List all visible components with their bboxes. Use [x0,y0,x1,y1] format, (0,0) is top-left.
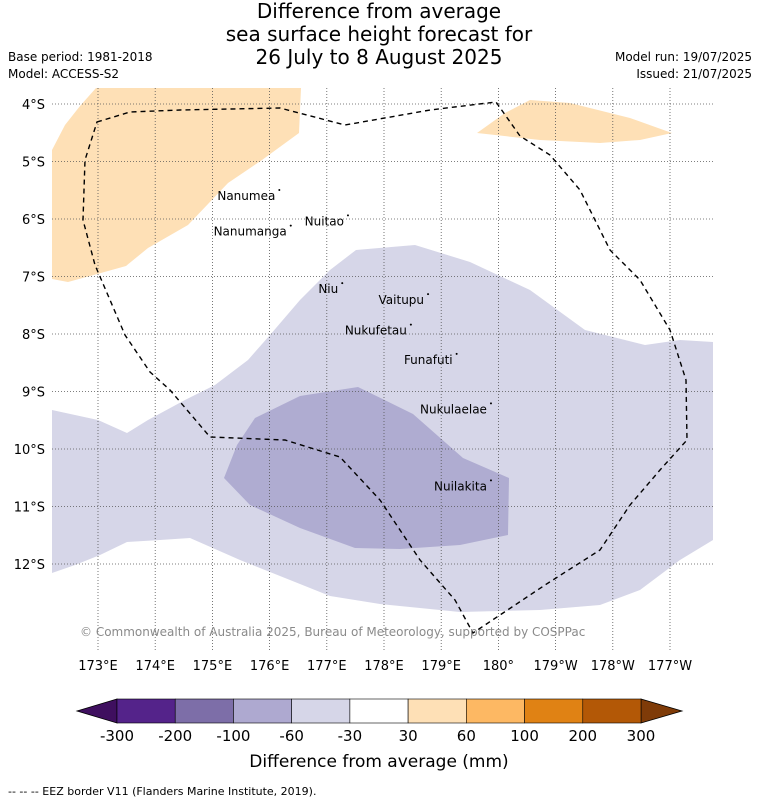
colorbar-extend-low [75,698,118,724]
colorbar-label: Difference from average (mm) [249,752,508,772]
colorbar-segment [349,698,409,724]
island-marker [278,189,281,192]
lat-label: 4°S [22,98,45,113]
colorbar-segment [582,698,642,724]
map-title: Difference from average sea surface heig… [0,0,758,69]
colorbar-segment [407,698,467,724]
eez-legend-note: -- -- -- EEZ border V11 (Flanders Marine… [8,785,317,798]
place-label: Nukufetau [345,324,407,338]
colorbar-segment [174,698,234,724]
island-marker [427,293,430,296]
place-label: Nukulaelae [420,402,487,416]
colorbar-tick-label: 100 [510,727,539,745]
copyright-text: © Commonwealth of Australia 2025, Bureau… [80,625,585,639]
lat-label: 11°S [14,501,45,516]
lon-label: 173°E [78,659,118,674]
island-marker [341,282,344,285]
lat-label: 7°S [22,271,45,286]
place-label: Nuilakita [434,479,487,493]
colorbar-segment [466,698,525,724]
lat-label: 9°S [22,386,45,401]
colorbar-tick-label: -60 [279,727,304,745]
colorbar-tick-label: 60 [457,727,476,745]
lon-label: 179°E [421,659,461,674]
issued-date: Issued: 21/07/2025 [636,67,752,81]
place-label: Vaitupu [379,293,425,307]
place-label: Nanumea [217,189,275,203]
title-line-1: Difference from average [256,0,502,23]
colorbar-segment [116,698,176,724]
colorbar-tick-label: 30 [399,727,418,745]
colorbar-tick-label: -200 [158,727,192,745]
lat-label: 5°S [22,156,45,171]
place-labels: Nanumea Nuitao Nanumanga Niu Vaitupu Nukufeta… [214,189,492,493]
lat-label: 8°S [22,328,45,343]
lon-label: 178°E [364,659,404,674]
lon-label: 179°W [534,659,578,674]
lon-label: 174°E [135,659,175,674]
island-marker [289,224,292,227]
island-marker [346,214,349,217]
fill-peach-west [52,88,301,282]
base-period: Base period: 1981-2018 [8,50,153,64]
colorbar-tick-label: 200 [568,727,597,745]
latitude-labels: 4°S 5°S 6°S 7°S 8°S 9°S 10°S 11°S 12°S [14,98,45,573]
lat-label: 12°S [14,558,45,573]
title-line-2: sea surface height forecast for [225,22,533,46]
lon-label: 176°E [250,659,290,674]
island-marker [489,402,492,405]
colorbar-extend-high [640,698,684,724]
island-marker [489,479,492,482]
colorbar-tick-label: -100 [216,727,250,745]
graticule [52,88,713,650]
colorbar-tick-label: 300 [627,727,656,745]
place-label: Nanumanga [214,225,287,239]
lon-label: 178°W [591,659,635,674]
colorbar-segment [524,698,584,724]
colorbar-segment [233,698,292,724]
lon-label: 180° [483,659,514,674]
place-label: Niu [318,282,338,296]
place-label: Funafuti [404,353,453,367]
anomaly-fills [52,88,713,612]
model-run: Model run: 19/07/2025 [614,50,752,64]
colorbar: -300 -200 -100 -60 -30 30 60 100 200 300 [75,698,684,745]
title-line-3: 26 July to 8 August 2025 [255,45,503,69]
island-marker [455,352,458,355]
meta-left: Base period: 1981-2018 Model: ACCESS-S2 [8,49,153,83]
model-name: Model: ACCESS-S2 [8,67,120,81]
fill-mid-lavender [224,387,509,549]
colorbar-tick-label: -300 [100,727,134,745]
place-label: Nuitao [305,214,344,228]
island-marker [409,323,412,326]
lat-label: 10°S [14,443,45,458]
colorbar-tick-label: -30 [338,727,363,745]
longitude-labels: 173°E 174°E 175°E 176°E 177°E 178°E 179°E 180° 1… [78,659,692,674]
fill-peach-east [477,100,672,143]
colorbar-segment [291,698,351,724]
lon-label: 177°W [648,659,692,674]
meta-right: Model run: 19/07/2025 Issued: 21/07/2025 [615,49,752,83]
lon-label: 177°E [307,659,347,674]
lat-label: 6°S [22,213,45,228]
lon-label: 175°E [193,659,233,674]
eez-border [82,101,688,635]
